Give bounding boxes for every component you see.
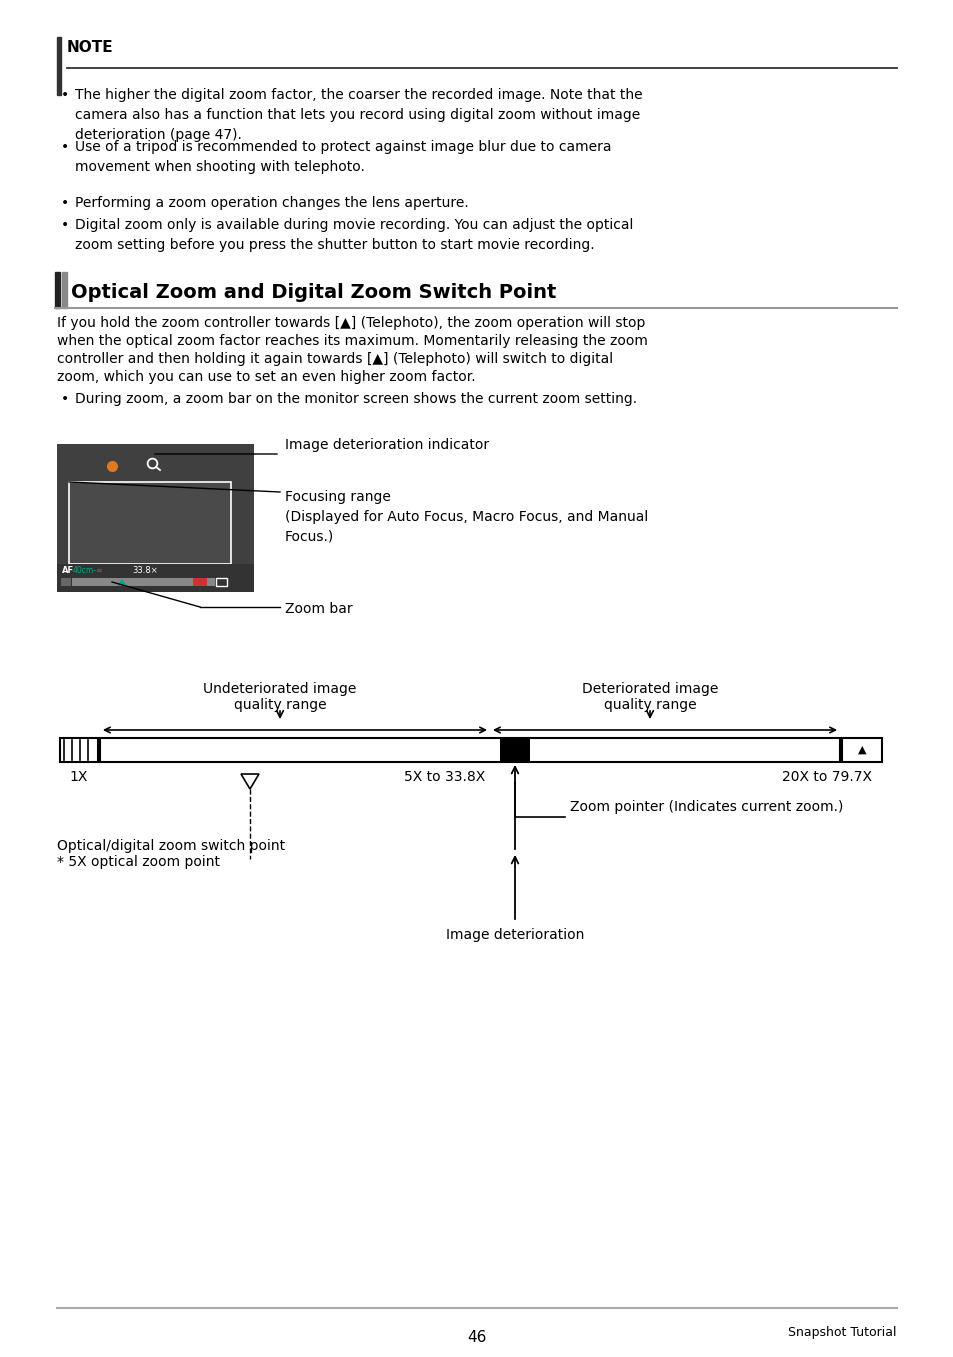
Bar [57, 37, 61, 95]
Text: •: • [61, 88, 70, 102]
Polygon shape [241, 773, 258, 788]
Text: During zoom, a zoom bar on the monitor screen shows the current zoom setting.: During zoom, a zoom bar on the monitor s… [75, 392, 637, 406]
Bar [215, 578, 227, 586]
Text: 40cm-∞: 40cm-∞ [73, 566, 103, 575]
Bar [57, 565, 253, 592]
Bar [62, 271, 67, 308]
Text: Optical/digital zoom switch point
* 5X optical zoom point: Optical/digital zoom switch point * 5X o… [57, 839, 285, 870]
Bar [69, 482, 231, 565]
Text: Use of a tripod is recommended to protect against image blur due to camera
movem: Use of a tripod is recommended to protec… [75, 140, 611, 174]
Text: Zoom pointer (Indicates current zoom.): Zoom pointer (Indicates current zoom.) [569, 801, 842, 814]
Bar [100, 738, 840, 763]
Text: 46: 46 [467, 1330, 486, 1345]
Text: Performing a zoom operation changes the lens aperture.: Performing a zoom operation changes the … [75, 195, 468, 210]
Text: controller and then holding it again towards [▲] (Telephoto) will switch to digi: controller and then holding it again tow… [57, 351, 613, 366]
Text: 1X: 1X [70, 769, 88, 784]
Text: Undeteriorated image
quality range: Undeteriorated image quality range [203, 683, 356, 712]
Bar [71, 578, 214, 586]
Text: Deteriorated image
quality range: Deteriorated image quality range [581, 683, 718, 712]
Text: 33.8×: 33.8× [132, 566, 157, 575]
Polygon shape [117, 579, 127, 586]
Bar [55, 271, 60, 308]
Text: •: • [61, 392, 70, 406]
Text: •: • [61, 218, 70, 232]
Text: •: • [61, 140, 70, 153]
Bar [61, 578, 71, 586]
Bar [57, 444, 253, 592]
Text: 5X to 33.8X: 5X to 33.8X [403, 769, 484, 784]
Text: Zoom bar: Zoom bar [285, 603, 353, 616]
Text: Image deterioration: Image deterioration [445, 928, 583, 942]
Bar [193, 578, 207, 586]
Text: Optical Zoom and Digital Zoom Switch Point: Optical Zoom and Digital Zoom Switch Poi… [71, 284, 556, 303]
Bar [60, 738, 98, 763]
Text: zoom, which you can use to set an even higher zoom factor.: zoom, which you can use to set an even h… [57, 370, 476, 384]
Text: •: • [61, 195, 70, 210]
Text: Snapshot Tutorial: Snapshot Tutorial [788, 1326, 896, 1339]
Text: ▲: ▲ [857, 745, 865, 754]
Text: If you hold the zoom controller towards [▲] (Telephoto), the zoom operation will: If you hold the zoom controller towards … [57, 316, 644, 330]
Bar [499, 738, 530, 763]
Text: 20X to 79.7X: 20X to 79.7X [781, 769, 871, 784]
Text: NOTE: NOTE [67, 39, 113, 56]
Bar [841, 738, 882, 763]
Text: AF: AF [62, 566, 74, 575]
Text: The higher the digital zoom factor, the coarser the recorded image. Note that th: The higher the digital zoom factor, the … [75, 88, 642, 142]
Text: Image deterioration indicator: Image deterioration indicator [285, 438, 489, 452]
Text: when the optical zoom factor reaches its maximum. Momentarily releasing the zoom: when the optical zoom factor reaches its… [57, 334, 647, 347]
Text: Digital zoom only is available during movie recording. You can adjust the optica: Digital zoom only is available during mo… [75, 218, 633, 252]
Text: Focusing range
(Displayed for Auto Focus, Macro Focus, and Manual
Focus.): Focusing range (Displayed for Auto Focus… [285, 490, 648, 543]
